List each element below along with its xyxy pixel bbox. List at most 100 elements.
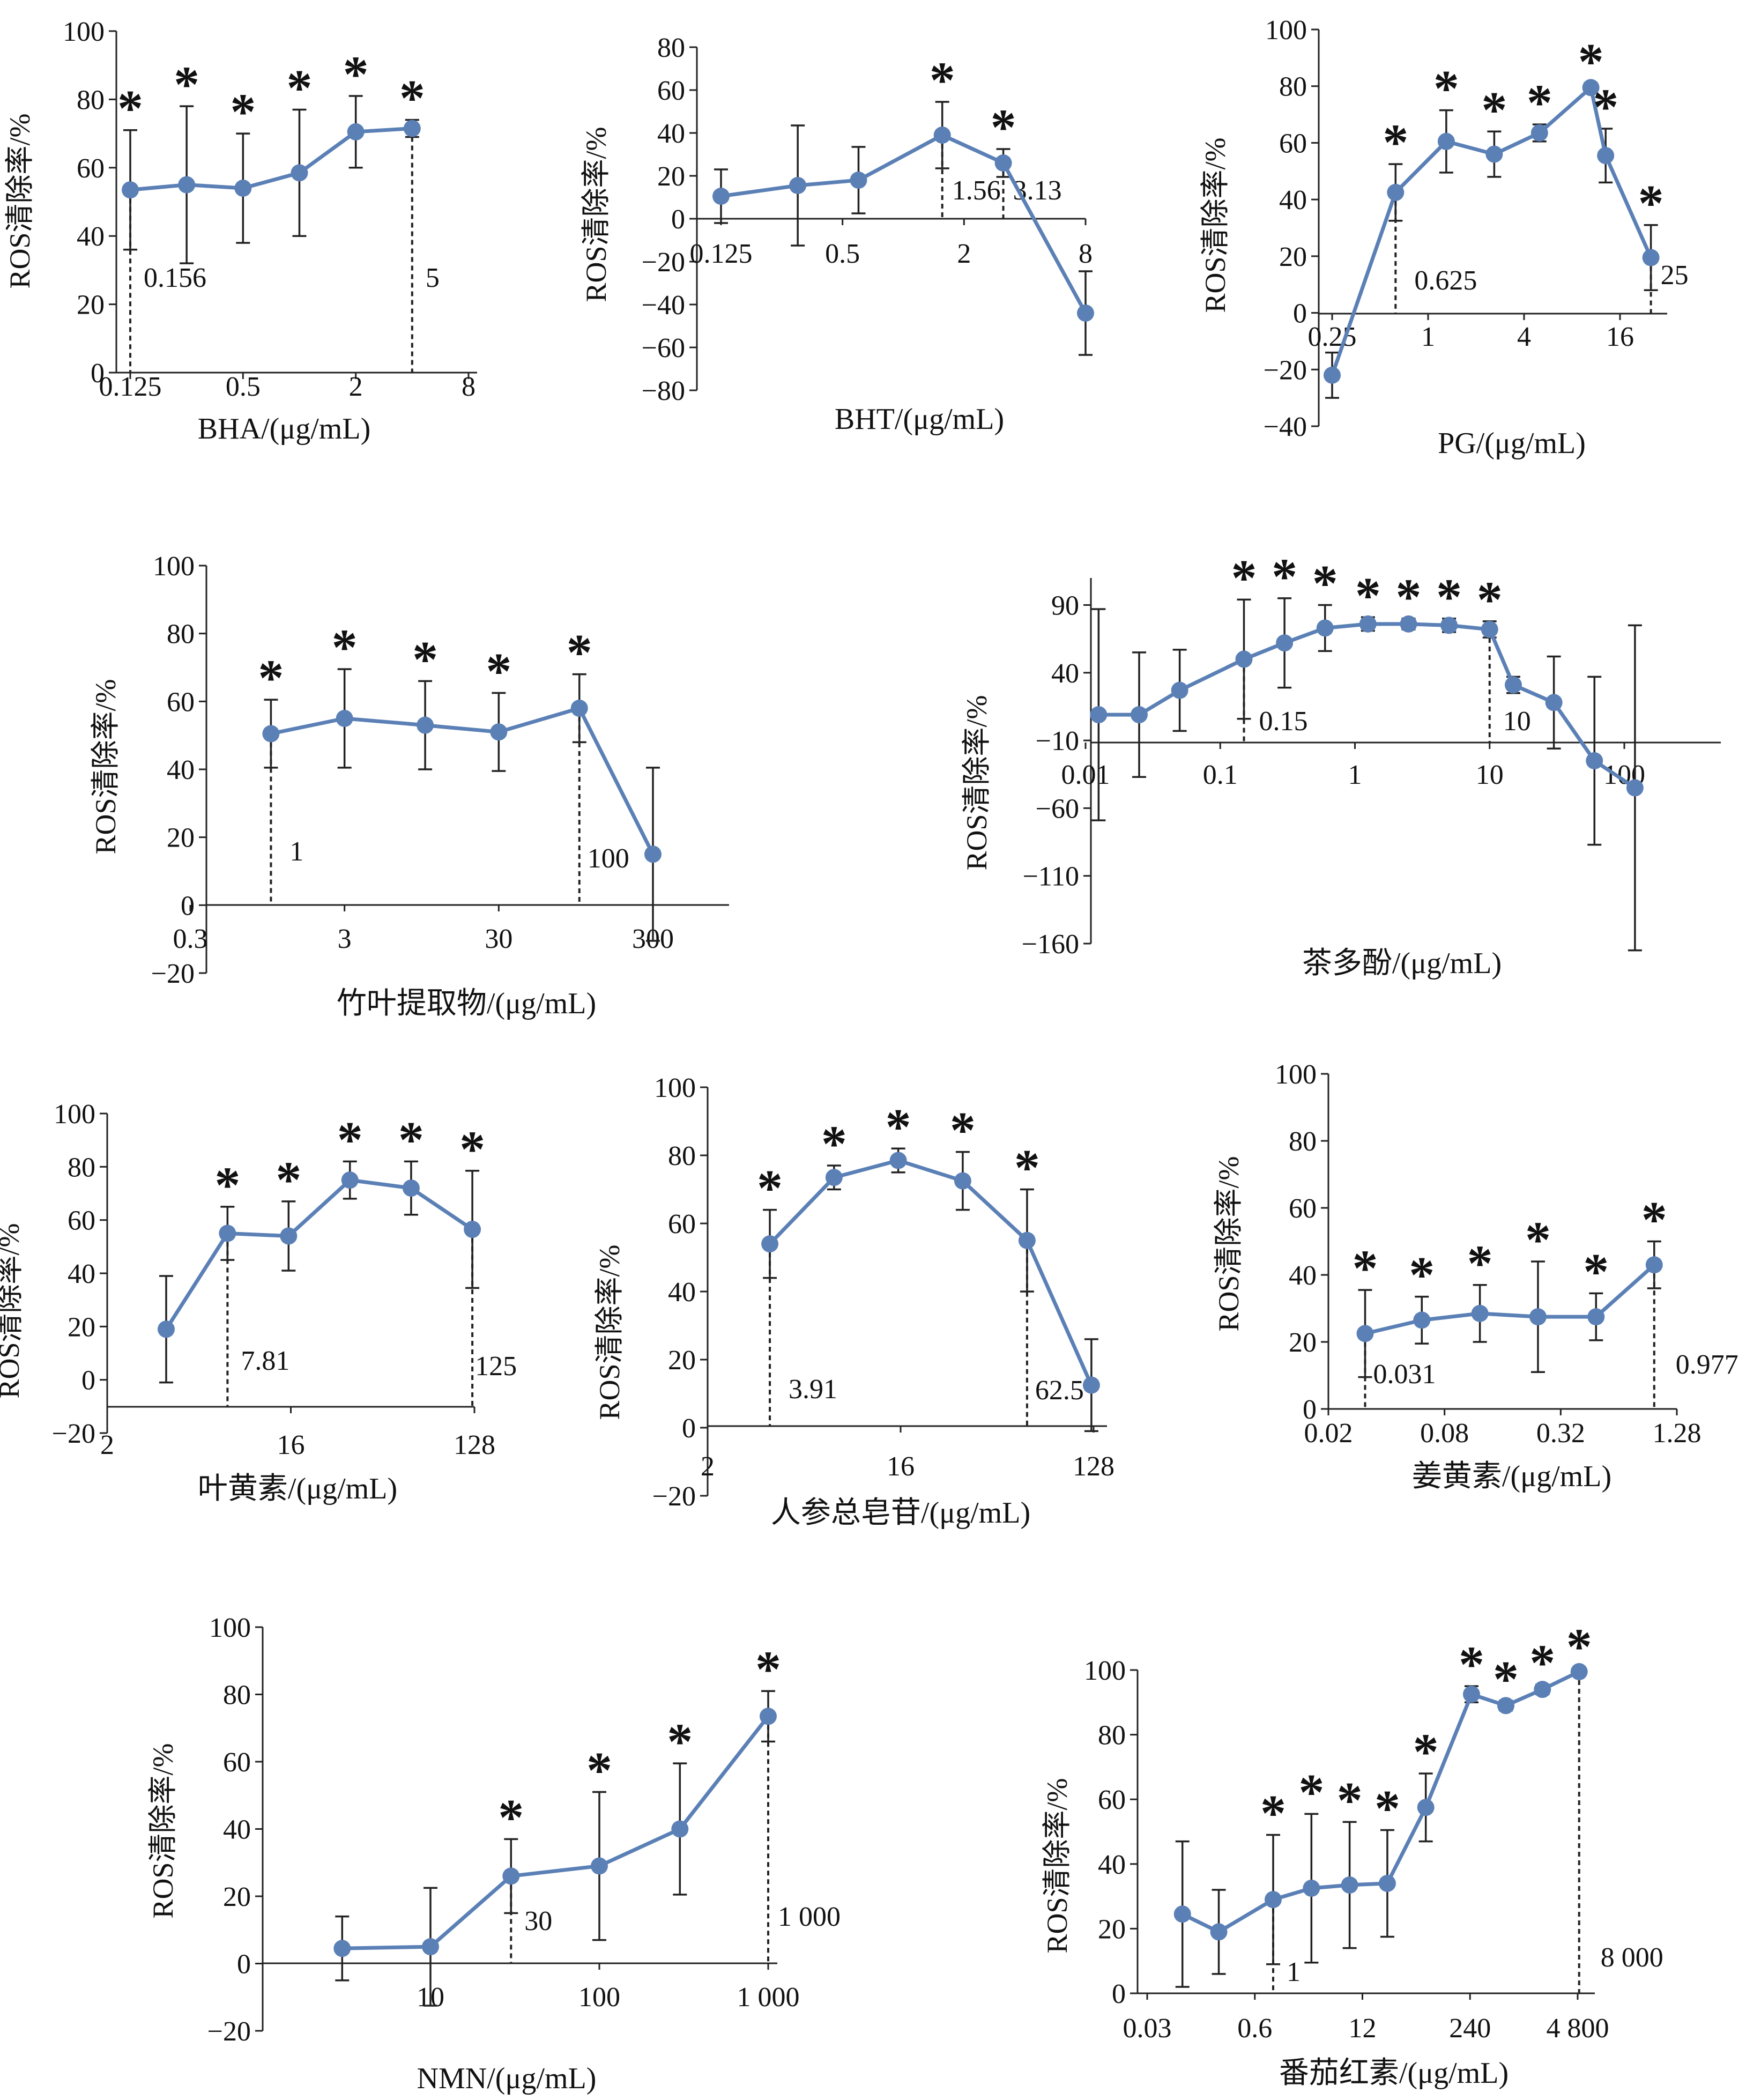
y-tick-label: 100 — [63, 17, 105, 47]
x-axis-title: BHT/(μg/mL) — [835, 403, 1004, 436]
data-point — [291, 164, 308, 182]
significance-star: * — [332, 619, 358, 676]
x-tick-label: 100 — [578, 1982, 620, 2013]
marker-label: 125 — [475, 1351, 517, 1382]
significance-star: * — [1583, 1243, 1609, 1300]
x-tick-label: 0.03 — [1123, 2013, 1172, 2044]
data-point — [1303, 1880, 1320, 1897]
marker-label: 8 000 — [1601, 1942, 1663, 1973]
data-point — [889, 1152, 907, 1169]
chart-panel-2: −80 −60 −40 −20 0 20 40 60 80 0.125 0.5 2 8 BHT/(μg/m… — [580, 33, 1094, 436]
data-point — [789, 177, 807, 194]
x-tick-label: 1 000 — [737, 1982, 800, 2013]
y-tick-label: 40 — [1289, 1260, 1317, 1291]
data-point — [933, 127, 951, 144]
y-axis-title: ROS清除率/% — [593, 1244, 626, 1420]
y-tick-label: 0 — [671, 204, 685, 235]
x-tick-label: 0.5 — [226, 372, 261, 402]
chart-panel-10: 0 20 40 60 80 100 0.03 0.6 12 240 4 800 番茄红素/(μg/mL… — [1041, 1618, 1663, 2090]
y-tick-label: 0 — [237, 1949, 251, 1980]
significance-star: * — [567, 624, 592, 681]
data-point — [502, 1867, 520, 1885]
y-tick-label: 60 — [1098, 1785, 1126, 1815]
data-point — [1481, 620, 1498, 638]
data-point — [850, 172, 867, 189]
x-tick-label: 30 — [485, 924, 512, 954]
marker-label: 5 — [426, 263, 440, 293]
significance-star: * — [1312, 555, 1338, 612]
significance-star: * — [1260, 1785, 1286, 1842]
significance-star: * — [276, 1151, 301, 1208]
y-tick-label: 80 — [68, 1152, 95, 1183]
x-tick-label: 2 — [349, 372, 363, 402]
x-tick-label: 4 — [1517, 322, 1531, 352]
y-tick-label: 40 — [68, 1259, 95, 1289]
significance-star: * — [498, 1789, 524, 1846]
y-tick-label: 100 — [209, 1613, 251, 1643]
x-tick-label: 0.32 — [1536, 1418, 1585, 1449]
y-tick-label: 80 — [223, 1680, 251, 1711]
data-point — [490, 723, 508, 741]
y-tick-label: −80 — [642, 376, 685, 406]
data-point — [760, 1708, 777, 1725]
x-axis-title: 番茄红素/(μg/mL) — [1279, 2057, 1509, 2090]
significance-star: * — [930, 51, 955, 109]
y-tick-label: 60 — [77, 153, 105, 184]
data-point — [1130, 706, 1148, 724]
y-tick-label: 40 — [167, 755, 195, 785]
series-line — [1364, 1263, 1656, 1335]
y-axis-title: ROS清除率/% — [0, 1223, 25, 1398]
data-point — [347, 123, 365, 140]
significance-star: * — [886, 1098, 911, 1155]
y-tick-label: 100 — [1275, 1059, 1317, 1090]
significance-star: * — [1413, 1723, 1439, 1780]
y-tick-label: 80 — [1279, 72, 1307, 102]
data-point — [761, 1235, 779, 1253]
data-point — [1529, 1308, 1547, 1326]
x-tick-label: 3 — [338, 924, 352, 954]
series-line — [1330, 84, 1653, 376]
x-axis-title: 竹叶提取物/(μg/mL) — [337, 987, 596, 1020]
y-tick-label: 0 — [682, 1413, 696, 1444]
data-point — [1090, 706, 1108, 724]
y-tick-label: 0 — [1112, 1979, 1126, 2009]
data-point — [1324, 366, 1341, 384]
data-point — [671, 1820, 689, 1838]
data-point — [994, 154, 1012, 172]
x-axis-title: PG/(μg/mL) — [1438, 427, 1586, 460]
marker-label: 100 — [588, 843, 629, 874]
significance-star: * — [757, 1160, 783, 1217]
series-line — [342, 1715, 770, 1950]
data-point — [178, 176, 196, 194]
y-tick-label: −20 — [207, 2016, 251, 2047]
x-tick-label: 0.5 — [825, 239, 860, 269]
marker-label: 0.15 — [1259, 706, 1307, 737]
y-tick-label: 40 — [668, 1277, 696, 1308]
significance-star: * — [667, 1713, 693, 1770]
data-point — [1018, 1231, 1036, 1249]
marker-label: 30 — [524, 1906, 552, 1936]
data-point — [1587, 1308, 1605, 1326]
data-point — [1341, 1876, 1358, 1894]
y-tick-label: −60 — [1036, 793, 1079, 824]
significance-star: * — [1527, 74, 1552, 131]
significance-star: * — [1298, 1763, 1324, 1821]
data-point — [1171, 681, 1188, 699]
significance-star: * — [1337, 1771, 1363, 1829]
data-point — [422, 1938, 439, 1956]
x-tick-label: 0.125 — [690, 239, 753, 269]
marker-label: 7.81 — [241, 1346, 289, 1376]
y-tick-label: 80 — [167, 619, 195, 650]
significance-star: * — [1481, 81, 1507, 138]
significance-star: * — [1477, 571, 1503, 628]
data-point — [1356, 1325, 1374, 1342]
data-point — [1626, 779, 1644, 797]
significance-star: * — [399, 70, 425, 127]
data-point — [336, 710, 353, 727]
x-tick-label: 0.6 — [1237, 2013, 1272, 2044]
data-point — [954, 1172, 971, 1190]
significance-star: * — [287, 60, 313, 117]
